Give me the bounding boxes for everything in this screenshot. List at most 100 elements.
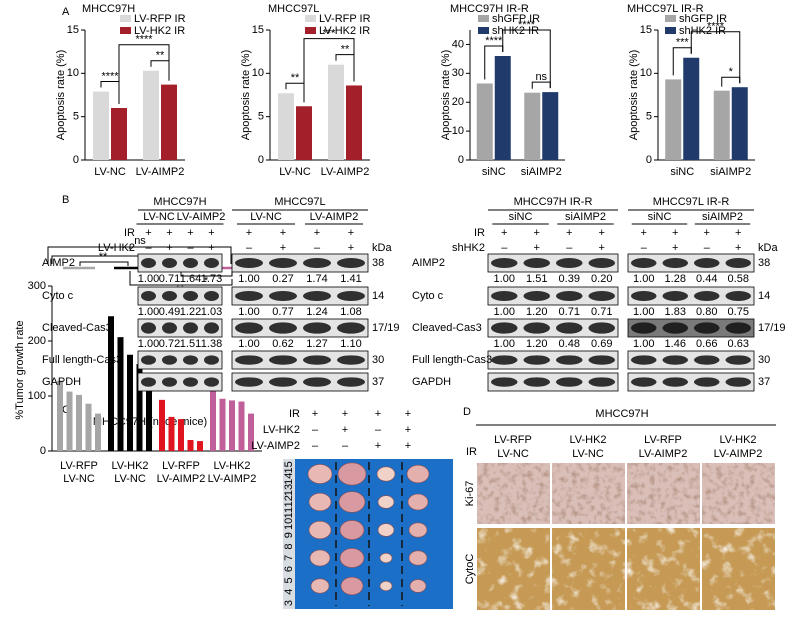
row-label: Full length-Cas3	[412, 354, 492, 366]
sign: +	[342, 408, 348, 420]
band	[491, 377, 518, 387]
y-tick-label: 300	[28, 280, 46, 292]
sign: +	[208, 242, 214, 254]
significance-label: **	[341, 44, 350, 56]
tumor	[338, 491, 366, 513]
kda-label: 30	[758, 354, 770, 366]
band	[162, 322, 177, 334]
quantification: 0.58	[728, 273, 749, 285]
significance-label: ns	[134, 235, 146, 247]
band	[303, 322, 331, 334]
quantification: 0.44	[696, 273, 717, 285]
bar	[238, 401, 245, 451]
quantification: 0.48	[559, 338, 580, 350]
bar	[296, 106, 312, 160]
tumor	[379, 580, 393, 592]
x-tick-label: LV-AIMP2	[208, 473, 257, 485]
blot-strip	[231, 350, 369, 370]
band	[662, 322, 688, 334]
ihc-texture	[627, 463, 700, 524]
kda-label: 14	[758, 290, 770, 302]
sign: +	[672, 242, 678, 254]
band	[662, 377, 688, 387]
blot-strip	[627, 286, 755, 306]
ihc-texture	[702, 528, 775, 610]
bar	[219, 398, 226, 451]
quantification: 0.63	[728, 338, 749, 350]
bar	[136, 364, 143, 451]
sign: +	[208, 227, 214, 239]
row-label: Ki-67	[464, 481, 476, 507]
sign: +	[348, 227, 354, 239]
quantification: 1.00	[633, 338, 654, 350]
panel-label: D	[463, 406, 471, 418]
x-tick-label: siNC	[482, 166, 506, 178]
sign: +	[280, 242, 286, 254]
x-tick-label: siAIMP2	[521, 166, 562, 178]
ihc-texture	[552, 463, 625, 524]
band	[303, 291, 331, 301]
band	[141, 258, 156, 268]
significance-label: ***	[676, 37, 690, 49]
quantification: 0.62	[272, 338, 293, 350]
tumor	[407, 493, 429, 511]
blot-strip	[137, 253, 223, 273]
quantification: 1.08	[340, 306, 361, 318]
blot-strip	[137, 372, 223, 392]
legend-swatch	[478, 27, 489, 34]
y-axis-label: Apoptosis rate (%)	[440, 50, 452, 140]
column-label: LV-HK2	[569, 434, 606, 446]
y-tick-label: 15	[252, 24, 264, 36]
quantification: 1.00	[238, 338, 259, 350]
legend-swatch	[120, 27, 131, 34]
significance-label: *	[729, 66, 734, 78]
tumor	[377, 495, 395, 509]
y-tick-label: 40	[452, 38, 464, 50]
sign: +	[735, 242, 741, 254]
ruler-mark: 6	[283, 566, 295, 572]
bar	[93, 91, 109, 160]
significance-label: ****	[135, 34, 153, 46]
condition-label: LV-HK2	[263, 424, 300, 436]
band	[631, 322, 657, 334]
tumor	[377, 523, 395, 537]
quantification: 1.46	[665, 338, 686, 350]
band	[204, 377, 219, 387]
quantification: 1.74	[306, 273, 327, 285]
legend-swatch	[120, 15, 131, 22]
group-label: siAIMP2	[565, 211, 606, 223]
bar	[178, 419, 184, 451]
significance-bracket	[531, 81, 551, 89]
sign: +	[375, 440, 381, 452]
band	[303, 355, 331, 365]
blot-strip	[231, 372, 369, 392]
sign: +	[312, 408, 318, 420]
significance-label: ****	[518, 19, 536, 31]
blot-strip	[487, 253, 619, 273]
y-tick-label: 0	[73, 154, 79, 166]
column-label: LV-NC	[572, 448, 604, 460]
quantification: 0.71	[159, 273, 180, 285]
sign: +	[735, 227, 741, 239]
bar	[229, 400, 235, 451]
kda-label: 38	[758, 257, 770, 269]
y-tick-label: 200	[28, 335, 46, 347]
quantification: 1.22	[180, 306, 201, 318]
quantification: 0.72	[159, 338, 180, 350]
legend-swatch	[478, 15, 489, 22]
chart-title: MHCC97L	[268, 3, 319, 15]
band	[141, 291, 156, 301]
condition-label: IR	[474, 227, 485, 239]
ruler-mark: 8	[283, 543, 295, 549]
sign: +	[342, 424, 348, 436]
kda-label: 37	[372, 376, 384, 388]
column-label: LV-AIMP2	[639, 448, 688, 460]
blot-strip	[627, 350, 755, 370]
y-tick-label: 15	[640, 24, 652, 36]
legend-label: shGFP IR	[492, 13, 540, 25]
band	[269, 322, 297, 334]
band	[725, 322, 751, 334]
band	[725, 377, 751, 387]
significance-bracket	[180, 271, 233, 277]
band	[523, 355, 550, 365]
